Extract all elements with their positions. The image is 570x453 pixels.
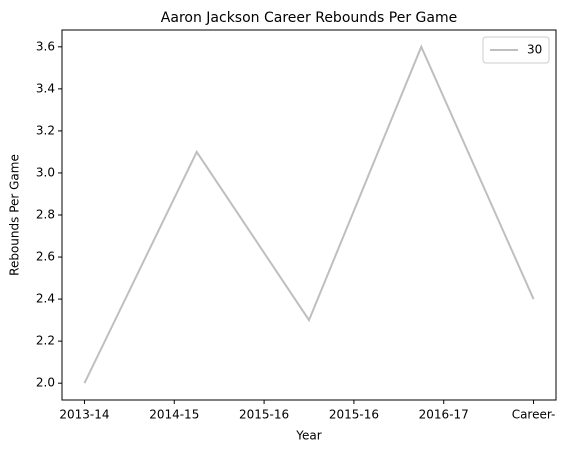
x-axis-label: Year bbox=[295, 429, 321, 443]
x-tick-label: Career- bbox=[512, 408, 556, 422]
chart-title: Aaron Jackson Career Rebounds Per Game bbox=[161, 10, 457, 26]
y-tick-label: 3.2 bbox=[36, 123, 55, 137]
y-axis-label: Rebounds Per Game bbox=[8, 154, 22, 276]
y-tick-label: 3.6 bbox=[36, 39, 55, 53]
y-tick-label: 2.6 bbox=[36, 250, 55, 264]
y-tick-label: 2.0 bbox=[36, 376, 55, 390]
x-tick-label: 2013-14 bbox=[59, 408, 109, 422]
axes-frame bbox=[61, 29, 557, 401]
legend-label: 30 bbox=[527, 43, 542, 57]
x-tick-label: 2014-15 bbox=[149, 408, 199, 422]
data-line bbox=[83, 44, 535, 384]
y-tick-label: 3.0 bbox=[36, 165, 55, 179]
y-tick-label: 2.4 bbox=[36, 292, 55, 306]
x-tick-label: 2015-16 bbox=[329, 408, 379, 422]
y-tick-label: 2.8 bbox=[36, 208, 55, 222]
y-tick-label: 2.2 bbox=[36, 334, 55, 348]
y-tick-label: 3.4 bbox=[36, 81, 55, 95]
x-tick-label: 2016-17 bbox=[419, 408, 469, 422]
x-tick-label: 2015-16 bbox=[239, 408, 289, 422]
